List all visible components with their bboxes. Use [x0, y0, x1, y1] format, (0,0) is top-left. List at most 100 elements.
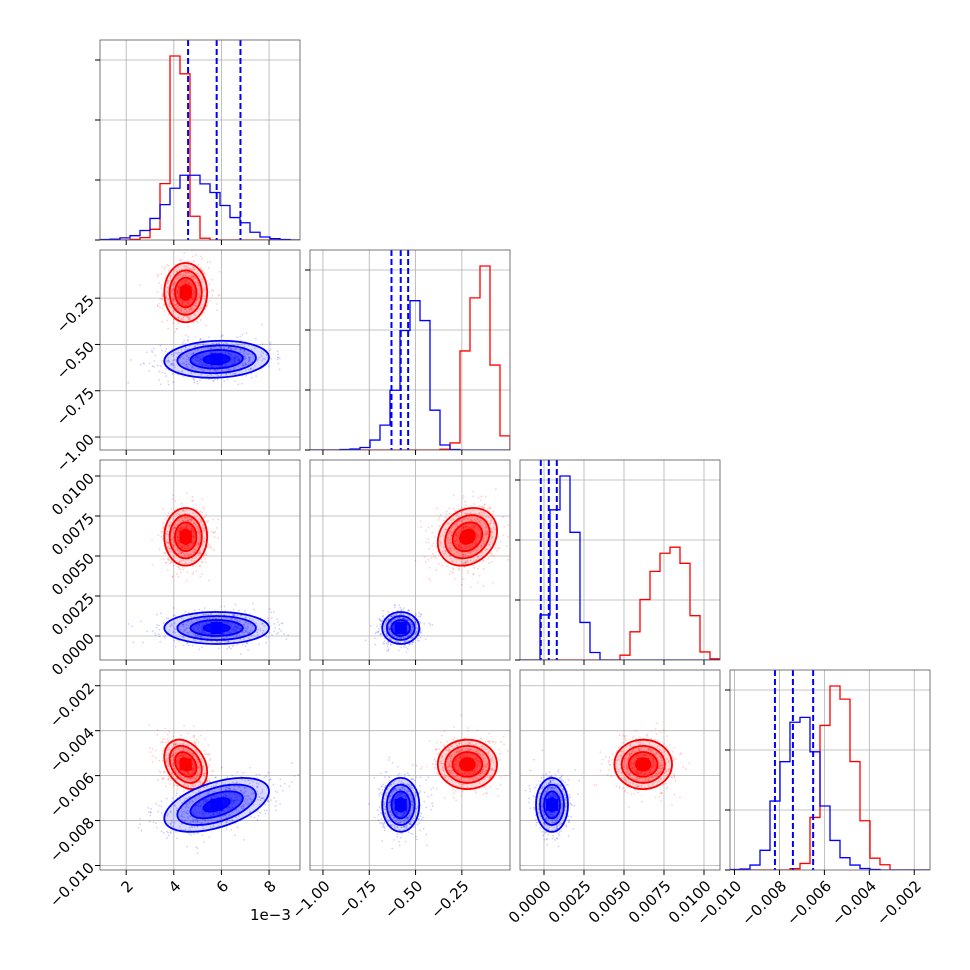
sample-point — [159, 344, 162, 347]
sample-point — [489, 540, 492, 543]
sample-point — [203, 289, 205, 292]
sample-point — [273, 630, 276, 633]
sample-point — [203, 527, 206, 529]
sample-point — [409, 632, 412, 635]
sample-point — [190, 779, 192, 782]
sample-point — [168, 303, 171, 306]
sample-point — [205, 613, 208, 616]
sample-point — [416, 639, 419, 642]
sample-point — [160, 535, 163, 538]
sample-point — [162, 622, 165, 624]
sample-point — [452, 560, 454, 563]
sample-point — [159, 383, 162, 386]
sample-point — [442, 534, 444, 537]
sample-point — [448, 507, 451, 510]
sample-point — [163, 771, 166, 774]
sample-point — [485, 537, 488, 540]
sample-point — [189, 306, 192, 309]
sample-point — [199, 781, 202, 783]
sample-point — [412, 617, 414, 620]
sample-point — [158, 624, 160, 627]
sample-point — [187, 631, 190, 634]
sample-point — [428, 547, 431, 550]
sample-point — [408, 609, 411, 612]
sample-point — [403, 617, 405, 620]
sample-point — [245, 363, 248, 366]
sample-point — [218, 342, 220, 345]
sample-point — [192, 571, 195, 574]
sample-point — [176, 548, 179, 551]
sample-point — [220, 605, 223, 608]
sample-point — [183, 724, 186, 727]
sample-point — [187, 271, 190, 274]
sample-point — [482, 542, 485, 545]
sample-point — [395, 636, 398, 638]
sample-point — [469, 559, 472, 562]
sample-point — [179, 513, 182, 516]
sample-point — [195, 570, 198, 572]
sample-point — [189, 314, 192, 317]
sample-point — [247, 344, 250, 347]
sample-point — [216, 527, 218, 529]
sample-point — [199, 337, 202, 340]
sample-point — [478, 574, 481, 577]
sample-point — [174, 622, 176, 625]
sample-point — [411, 626, 414, 628]
sample-point — [202, 304, 204, 306]
sample-point — [169, 274, 172, 277]
sample-point — [166, 738, 169, 741]
sample-point — [449, 531, 452, 533]
sample-point — [238, 372, 241, 375]
sample-point — [406, 619, 408, 622]
sample-point — [448, 573, 451, 575]
sample-point — [418, 640, 421, 642]
sample-point — [451, 526, 453, 529]
sample-point — [399, 637, 402, 639]
sample-point — [160, 284, 163, 287]
sample-point — [236, 614, 239, 617]
sample-point — [172, 614, 175, 617]
sample-point — [171, 299, 174, 302]
sample-point — [198, 543, 200, 546]
sample-point — [387, 628, 390, 631]
y-tick-label: 0.0050 — [48, 549, 98, 599]
blue-peak — [394, 622, 407, 634]
sample-point — [179, 309, 182, 312]
sample-point — [167, 545, 170, 547]
sample-point — [244, 621, 247, 623]
sample-point — [484, 530, 487, 533]
sample-point — [175, 268, 177, 271]
sample-point — [174, 281, 177, 284]
sample-point — [439, 544, 441, 547]
sample-point — [171, 289, 174, 292]
sample-point — [176, 524, 179, 526]
sample-point — [197, 791, 200, 793]
sample-point — [190, 777, 193, 780]
sample-point — [186, 519, 189, 522]
sample-point — [381, 615, 384, 618]
sample-point — [304, 351, 306, 353]
sample-point — [166, 733, 169, 736]
sample-point — [217, 518, 219, 521]
sample-point — [198, 773, 201, 776]
sample-point — [387, 645, 389, 648]
sample-point — [168, 360, 171, 363]
sample-point — [490, 527, 493, 529]
sample-point — [196, 634, 198, 636]
sample-point — [164, 517, 167, 520]
sample-point — [171, 762, 174, 765]
sample-point — [411, 629, 413, 631]
sample-point — [277, 353, 279, 356]
sample-point — [431, 624, 434, 626]
sample-point — [484, 533, 487, 536]
sample-point — [189, 308, 192, 311]
sample-point — [171, 283, 174, 285]
sample-point — [392, 614, 395, 617]
sample-point — [170, 353, 173, 356]
sample-point — [389, 632, 392, 635]
sample-point — [246, 625, 249, 628]
sample-point — [212, 770, 215, 772]
sample-point — [241, 364, 244, 367]
sample-point — [453, 548, 456, 551]
sample-point — [502, 516, 504, 518]
